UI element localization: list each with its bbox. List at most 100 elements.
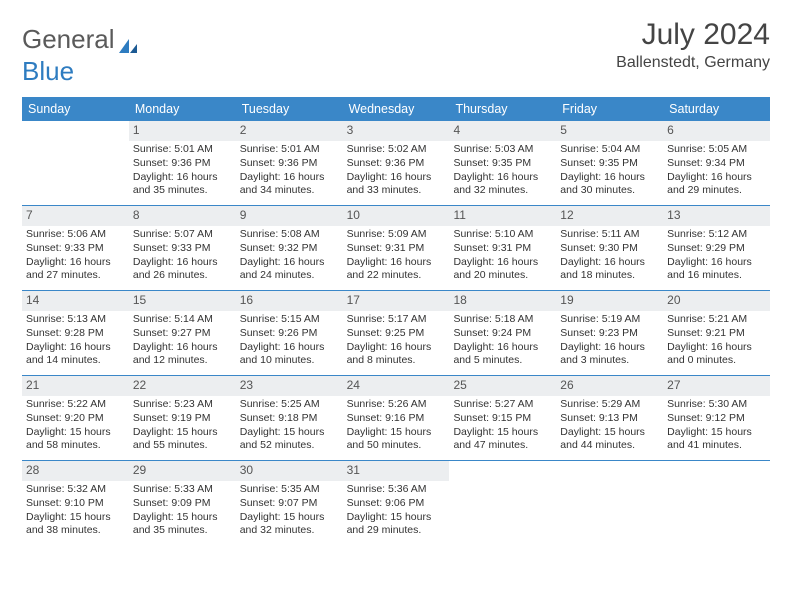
day-info: Sunrise: 5:22 AMSunset: 9:20 PMDaylight:… [22,398,129,457]
day-number: 13 [663,206,770,226]
calendar-day: 21Sunrise: 5:22 AMSunset: 9:20 PMDayligh… [22,376,129,460]
sunset-text: Sunset: 9:12 PM [667,412,766,426]
sunset-text: Sunset: 9:32 PM [240,242,339,256]
daylight-text: Daylight: 16 hours and 35 minutes. [133,171,232,199]
sunrise-text: Sunrise: 5:01 AM [133,143,232,157]
daylight-text: Daylight: 16 hours and 26 minutes. [133,256,232,284]
sunrise-text: Sunrise: 5:13 AM [26,313,125,327]
sunrise-text: Sunrise: 5:11 AM [560,228,659,242]
month-title: July 2024 [616,18,770,52]
day-number: 3 [343,121,450,141]
location-text: Ballenstedt, Germany [616,54,770,72]
day-info: Sunrise: 5:14 AMSunset: 9:27 PMDaylight:… [129,313,236,372]
day-number: 23 [236,376,343,396]
day-info: Sunrise: 5:04 AMSunset: 9:35 PMDaylight:… [556,143,663,202]
day-info: Sunrise: 5:12 AMSunset: 9:29 PMDaylight:… [663,228,770,287]
day-number: 30 [236,461,343,481]
calendar-day: 16Sunrise: 5:15 AMSunset: 9:26 PMDayligh… [236,291,343,375]
sunrise-text: Sunrise: 5:02 AM [347,143,446,157]
day-info: Sunrise: 5:11 AMSunset: 9:30 PMDaylight:… [556,228,663,287]
daylight-text: Daylight: 16 hours and 8 minutes. [347,341,446,369]
sunrise-text: Sunrise: 5:27 AM [453,398,552,412]
day-info: Sunrise: 5:10 AMSunset: 9:31 PMDaylight:… [449,228,556,287]
day-number: 8 [129,206,236,226]
calendar-day: 26Sunrise: 5:29 AMSunset: 9:13 PMDayligh… [556,376,663,460]
daylight-text: Daylight: 15 hours and 32 minutes. [240,511,339,539]
weekday-col: Monday [129,97,236,121]
daylight-text: Daylight: 16 hours and 3 minutes. [560,341,659,369]
day-info: Sunrise: 5:05 AMSunset: 9:34 PMDaylight:… [663,143,770,202]
sunrise-text: Sunrise: 5:25 AM [240,398,339,412]
sunset-text: Sunset: 9:21 PM [667,327,766,341]
day-info: Sunrise: 5:03 AMSunset: 9:35 PMDaylight:… [449,143,556,202]
sunset-text: Sunset: 9:36 PM [133,157,232,171]
day-number: 29 [129,461,236,481]
daylight-text: Daylight: 16 hours and 10 minutes. [240,341,339,369]
sunrise-text: Sunrise: 5:01 AM [240,143,339,157]
day-info: Sunrise: 5:06 AMSunset: 9:33 PMDaylight:… [22,228,129,287]
sunset-text: Sunset: 9:31 PM [453,242,552,256]
sunrise-text: Sunrise: 5:10 AM [453,228,552,242]
sunrise-text: Sunrise: 5:32 AM [26,483,125,497]
day-info: Sunrise: 5:19 AMSunset: 9:23 PMDaylight:… [556,313,663,372]
sunset-text: Sunset: 9:06 PM [347,497,446,511]
day-info: Sunrise: 5:07 AMSunset: 9:33 PMDaylight:… [129,228,236,287]
sunrise-text: Sunrise: 5:36 AM [347,483,446,497]
day-number: 2 [236,121,343,141]
weekday-col: Wednesday [343,97,450,121]
day-info: Sunrise: 5:15 AMSunset: 9:26 PMDaylight:… [236,313,343,372]
calendar-day: 23Sunrise: 5:25 AMSunset: 9:18 PMDayligh… [236,376,343,460]
calendar-day: 17Sunrise: 5:17 AMSunset: 9:25 PMDayligh… [343,291,450,375]
day-info: Sunrise: 5:36 AMSunset: 9:06 PMDaylight:… [343,483,450,542]
sunrise-text: Sunrise: 5:22 AM [26,398,125,412]
day-number: 31 [343,461,450,481]
sunrise-text: Sunrise: 5:12 AM [667,228,766,242]
weekday-col: Friday [556,97,663,121]
day-number: 24 [343,376,450,396]
daylight-text: Daylight: 16 hours and 20 minutes. [453,256,552,284]
calendar-day: 27Sunrise: 5:30 AMSunset: 9:12 PMDayligh… [663,376,770,460]
calendar-day: 14Sunrise: 5:13 AMSunset: 9:28 PMDayligh… [22,291,129,375]
daylight-text: Daylight: 15 hours and 58 minutes. [26,426,125,454]
day-number: 28 [22,461,129,481]
day-info: Sunrise: 5:01 AMSunset: 9:36 PMDaylight:… [236,143,343,202]
day-number: 9 [236,206,343,226]
sunrise-text: Sunrise: 5:07 AM [133,228,232,242]
sunset-text: Sunset: 9:28 PM [26,327,125,341]
sunrise-text: Sunrise: 5:09 AM [347,228,446,242]
sunrise-text: Sunrise: 5:15 AM [240,313,339,327]
sunrise-text: Sunrise: 5:23 AM [133,398,232,412]
day-number: 7 [22,206,129,226]
daylight-text: Daylight: 16 hours and 33 minutes. [347,171,446,199]
daylight-text: Daylight: 16 hours and 32 minutes. [453,171,552,199]
day-number: 22 [129,376,236,396]
day-number: 27 [663,376,770,396]
daylight-text: Daylight: 15 hours and 29 minutes. [347,511,446,539]
daylight-text: Daylight: 15 hours and 47 minutes. [453,426,552,454]
calendar-day [449,461,556,545]
sunrise-text: Sunrise: 5:19 AM [560,313,659,327]
sunset-text: Sunset: 9:29 PM [667,242,766,256]
day-info: Sunrise: 5:13 AMSunset: 9:28 PMDaylight:… [22,313,129,372]
daylight-text: Daylight: 16 hours and 27 minutes. [26,256,125,284]
sunset-text: Sunset: 9:30 PM [560,242,659,256]
weekday-col: Tuesday [236,97,343,121]
calendar-day: 18Sunrise: 5:18 AMSunset: 9:24 PMDayligh… [449,291,556,375]
sunset-text: Sunset: 9:16 PM [347,412,446,426]
sunset-text: Sunset: 9:24 PM [453,327,552,341]
day-number: 21 [22,376,129,396]
day-number: 11 [449,206,556,226]
sunset-text: Sunset: 9:07 PM [240,497,339,511]
calendar-day: 12Sunrise: 5:11 AMSunset: 9:30 PMDayligh… [556,206,663,290]
day-info: Sunrise: 5:33 AMSunset: 9:09 PMDaylight:… [129,483,236,542]
day-number: 19 [556,291,663,311]
calendar-day: 25Sunrise: 5:27 AMSunset: 9:15 PMDayligh… [449,376,556,460]
day-info: Sunrise: 5:27 AMSunset: 9:15 PMDaylight:… [449,398,556,457]
sunset-text: Sunset: 9:10 PM [26,497,125,511]
daylight-text: Daylight: 16 hours and 34 minutes. [240,171,339,199]
calendar-day: 7Sunrise: 5:06 AMSunset: 9:33 PMDaylight… [22,206,129,290]
daylight-text: Daylight: 15 hours and 41 minutes. [667,426,766,454]
day-info: Sunrise: 5:26 AMSunset: 9:16 PMDaylight:… [343,398,450,457]
sunrise-text: Sunrise: 5:06 AM [26,228,125,242]
daylight-text: Daylight: 15 hours and 55 minutes. [133,426,232,454]
